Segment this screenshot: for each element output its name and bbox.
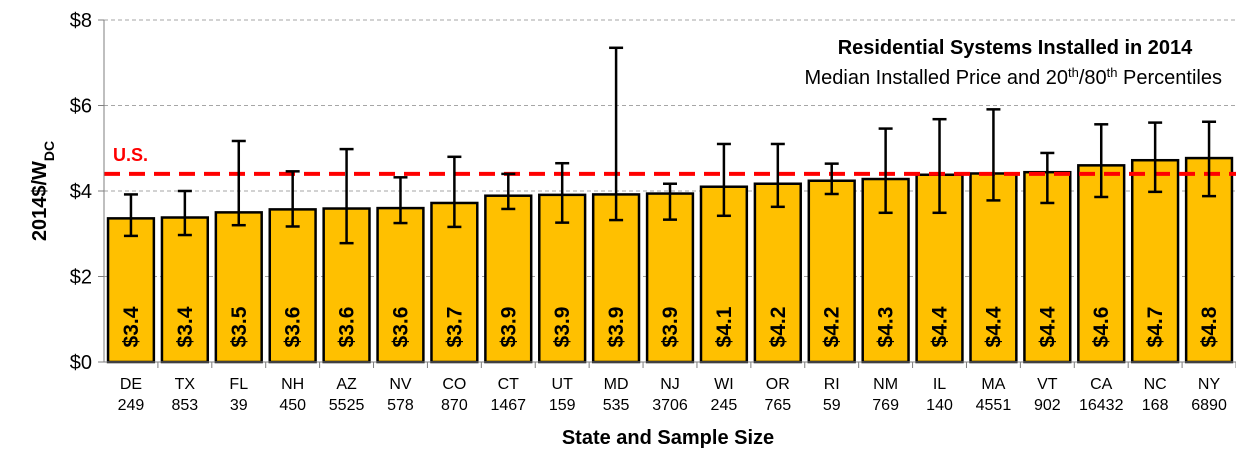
x-tick-label-sample-size: 249 bbox=[118, 397, 145, 414]
bar-value-label: $3.4 bbox=[120, 306, 143, 347]
x-tick-label-sample-size: 3706 bbox=[652, 397, 688, 414]
bar-ri bbox=[807, 179, 856, 364]
us-reference-label: U.S. bbox=[113, 145, 148, 165]
bar-value-label: $3.4 bbox=[174, 306, 197, 347]
bar-fl bbox=[214, 211, 263, 364]
bar-value-label: $3.9 bbox=[497, 307, 520, 348]
x-tick-label-sample-size: 5525 bbox=[329, 397, 365, 414]
y-tick-label: $2 bbox=[70, 267, 92, 289]
bar-value-label: $3.6 bbox=[282, 307, 305, 348]
x-tick-label-sample-size: 16432 bbox=[1079, 397, 1124, 414]
x-tick-label-sample-size: 870 bbox=[441, 397, 468, 414]
bar-value-label: $4.1 bbox=[713, 306, 736, 347]
x-tick-label-sample-size: 578 bbox=[387, 397, 414, 414]
x-tick-label-state: NM bbox=[873, 376, 898, 393]
x-tick-label-state: MA bbox=[981, 376, 1005, 393]
bar-value-label: $4.4 bbox=[929, 306, 952, 347]
chart-subtitle: Median Installed Price and 20th/80th Per… bbox=[805, 65, 1223, 90]
axes bbox=[98, 19, 1236, 368]
x-tick-label-state: TX bbox=[175, 376, 196, 393]
x-tick-label-state: WI bbox=[714, 376, 734, 393]
x-tick-label-state: CA bbox=[1090, 376, 1113, 393]
x-tick-label-state: DE bbox=[120, 376, 142, 393]
x-tick-label-sample-size: 535 bbox=[603, 397, 630, 414]
bar-value-label: $4.7 bbox=[1144, 307, 1167, 348]
bar-ma bbox=[969, 172, 1018, 364]
x-tick-label-sample-size: 902 bbox=[1034, 397, 1061, 414]
x-tick-label-sample-size: 450 bbox=[279, 397, 306, 414]
x-tick-label-state: NJ bbox=[660, 376, 680, 393]
bar-value-label: $4.8 bbox=[1198, 306, 1221, 347]
y-axis-title: 2014$/WDC bbox=[29, 141, 57, 241]
y-tick-label: $4 bbox=[70, 181, 92, 203]
bar-value-label: $3.5 bbox=[228, 306, 251, 347]
bar-value-label: $4.3 bbox=[875, 307, 898, 348]
bar-nv bbox=[376, 206, 425, 364]
y-tick-label: $0 bbox=[70, 352, 92, 374]
error-bars bbox=[123, 46, 1217, 245]
x-tick-label-state: CT bbox=[498, 376, 520, 393]
x-tick-label-sample-size: 853 bbox=[172, 397, 199, 414]
bar-value-label: $3.6 bbox=[336, 307, 359, 348]
x-tick-label-state: NH bbox=[281, 376, 304, 393]
x-tick-label-state: FL bbox=[229, 376, 248, 393]
x-tick-label-sample-size: 4551 bbox=[976, 397, 1012, 414]
x-tick-label-sample-size: 1467 bbox=[490, 397, 526, 414]
bar-nc bbox=[1130, 158, 1180, 364]
bar-value-label: $3.7 bbox=[443, 307, 466, 348]
x-tick-label-sample-size: 769 bbox=[872, 397, 899, 414]
x-tick-label-state: NC bbox=[1144, 376, 1167, 393]
chart-title: Residential Systems Installed in 2014 bbox=[838, 37, 1193, 59]
x-tick-label-state: MD bbox=[604, 376, 629, 393]
x-tick-label-sample-size: 765 bbox=[764, 397, 791, 414]
bar-value-label: $4.2 bbox=[767, 307, 790, 348]
y-tick-label: $6 bbox=[70, 96, 92, 118]
x-tick-label-state: VT bbox=[1037, 376, 1058, 393]
bar-co bbox=[430, 201, 479, 364]
y-tick-label: $8 bbox=[70, 10, 92, 32]
x-tick-label-state: IL bbox=[933, 376, 946, 393]
bar-value-label: $3.9 bbox=[659, 307, 682, 348]
bar-value-label: $4.4 bbox=[1036, 306, 1059, 347]
bar-value-label: $4.2 bbox=[821, 307, 844, 348]
y-tick-labels: $0 $2 $4 $6 $8 bbox=[70, 10, 92, 374]
bar-or bbox=[753, 182, 802, 364]
bar-value-label: $3.9 bbox=[605, 307, 628, 348]
bar-value-label: $4.6 bbox=[1090, 307, 1113, 348]
bar-value-label: $4.4 bbox=[982, 306, 1005, 347]
x-tick-label-sample-size: 6890 bbox=[1191, 397, 1227, 414]
x-tick-labels: DE 249 TX 853 FL 39 NH 450 AZ 5525 NV 578 CO 870 CT 146… bbox=[118, 376, 1227, 414]
bar-value-label: $3.6 bbox=[389, 307, 412, 348]
x-tick-label-sample-size: 168 bbox=[1142, 397, 1169, 414]
x-tick-label-sample-size: 39 bbox=[230, 397, 248, 414]
x-tick-label-sample-size: 245 bbox=[711, 397, 738, 414]
x-axis-title: State and Sample Size bbox=[562, 427, 774, 449]
x-tick-label-state: NV bbox=[389, 376, 412, 393]
x-tick-label-state: CO bbox=[442, 376, 466, 393]
x-tick-label-state: AZ bbox=[336, 376, 357, 393]
bar-value-label: $3.9 bbox=[551, 307, 574, 348]
x-tick-label-state: NY bbox=[1198, 376, 1221, 393]
x-tick-label-sample-size: 59 bbox=[823, 397, 841, 414]
x-tick-label-state: UT bbox=[552, 376, 574, 393]
x-tick-label-state: RI bbox=[824, 376, 840, 393]
x-tick-label-state: OR bbox=[766, 376, 790, 393]
x-tick-label-sample-size: 159 bbox=[549, 397, 576, 414]
x-tick-label-sample-size: 140 bbox=[926, 397, 953, 414]
bar-de bbox=[106, 217, 156, 364]
